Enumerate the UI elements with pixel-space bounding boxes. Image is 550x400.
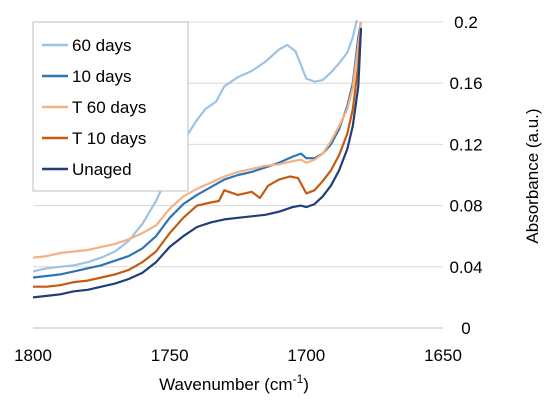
legend-label: 60 days <box>72 36 132 55</box>
series-line-t-10-days <box>33 28 363 288</box>
y-tick-label: 0.16 <box>449 74 482 93</box>
legend-label: 10 days <box>72 67 132 86</box>
series-line-t-60-days <box>33 21 363 259</box>
y-tick-label: 0.12 <box>449 135 482 154</box>
series-line-60-days <box>33 20 359 273</box>
series-line-10-days <box>33 21 363 279</box>
axes: 0 0.04 0.08 0.12 0.16 0.2 1800 1750 1700 1650 <box>14 13 482 365</box>
series-line-unaged <box>33 28 363 299</box>
legend-label: T 10 days <box>72 129 146 148</box>
y-tick-label: 0 <box>461 319 470 338</box>
legend-label: Unaged <box>72 160 132 179</box>
x-tick-label: 1800 <box>14 346 52 365</box>
x-tick-label: 1750 <box>151 346 189 365</box>
legend: 60 days 10 days T 60 days T 10 days Unaged <box>32 21 189 192</box>
y-axis-title: Absorbance (a.u.) <box>523 108 542 243</box>
legend-label: T 60 days <box>72 98 146 117</box>
y-tick-label: 0.2 <box>454 13 478 32</box>
axis-labels: Wavenumber (cm-1) Absorbance (a.u.) <box>159 108 542 394</box>
series-lines <box>33 20 363 299</box>
x-axis-title: Wavenumber (cm-1) <box>159 372 309 394</box>
x-tick-label: 1700 <box>287 346 325 365</box>
x-axis-title-superscript: -1 <box>293 372 304 386</box>
x-tick-label: 1650 <box>424 346 462 365</box>
y-tick-label: 0.04 <box>449 258 482 277</box>
y-tick-label: 0.08 <box>449 197 482 216</box>
